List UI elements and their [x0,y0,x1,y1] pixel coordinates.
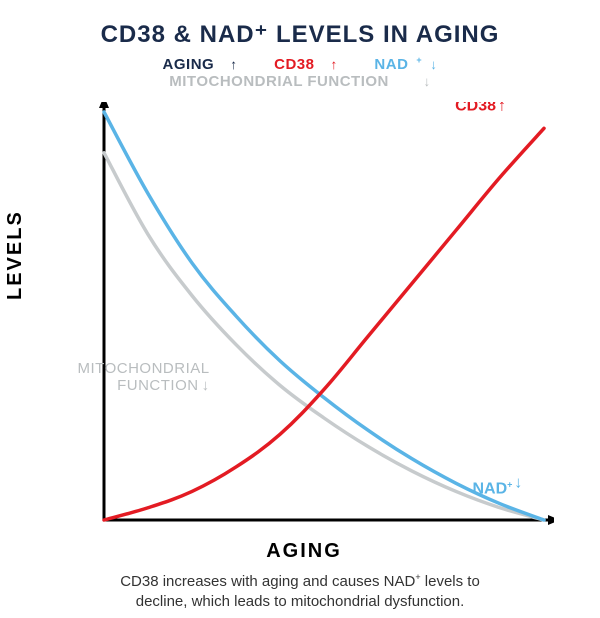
legend-cd38-text: CD38 [274,56,314,73]
figure-container: CD38 & NAD⁺ LEVELS IN AGING AGING ↑ CD38 ↑… [0,0,600,618]
arrow-up-icon: ↑ [331,57,338,72]
legend-nad-sup: + [416,55,422,65]
legend-mito: MITOCHONDRIAL FUNCTION ↓ [161,73,438,90]
svg-text:MITOCHONDRIALFUNCTION↓: MITOCHONDRIALFUNCTION↓ [78,360,210,394]
x-axis-label: AGING [54,540,554,563]
y-axis-label: LEVELS [4,210,27,300]
arrow-up-icon: ↑ [230,57,237,72]
legend: AGING↑ CD38↑ NAD+↓ MITOCHONDRIAL FUNCTIO… [26,55,574,90]
svg-text:CD38↑: CD38↑ [455,102,506,114]
chart-plot: MITOCHONDRIALFUNCTION↓ NAD+↓ CD38↑ [54,102,554,542]
figure-caption: CD38 increases with aging and causes NAD… [26,571,574,613]
legend-nad-text: NAD [374,56,408,73]
chart-title: CD38 & NAD⁺ LEVELS IN AGING [26,20,574,49]
arrow-down-icon: ↓ [430,57,437,72]
legend-cd38: CD38 ↑ [266,56,350,73]
chart-svg: MITOCHONDRIALFUNCTION↓ NAD+↓ CD38↑ [54,102,554,542]
svg-text:NAD+↓: NAD+↓ [472,475,522,498]
legend-aging: AGING ↑ [155,56,251,73]
legend-mito-text: MITOCHONDRIAL FUNCTION [169,73,389,90]
legend-nad: NAD + ↓ [366,56,445,73]
arrow-down-icon: ↓ [423,74,430,89]
legend-aging-text: AGING [163,56,215,73]
